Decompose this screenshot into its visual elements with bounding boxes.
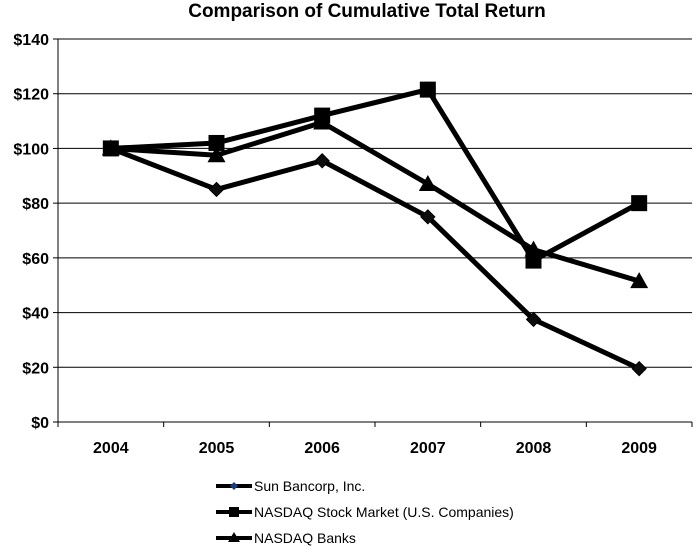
data-point-triangle xyxy=(101,139,120,156)
data-point-triangle xyxy=(313,113,332,130)
y-tick-labels: $0 $20 $40 $60 $80 $100 $120 $140 xyxy=(13,32,49,432)
series-line xyxy=(110,87,641,264)
data-point-diamond xyxy=(208,181,225,198)
x-tick-label: 2006 xyxy=(304,440,340,457)
grid-lines xyxy=(58,38,692,368)
legend-entry: NASDAQ Banks xyxy=(216,530,356,546)
data-point-diamond xyxy=(525,311,542,328)
data-point-square xyxy=(631,195,648,212)
legend-label: Sun Bancorp, Inc. xyxy=(254,478,365,494)
data-point-triangle xyxy=(630,272,649,289)
legend-entry: Sun Bancorp, Inc. xyxy=(216,478,365,494)
y-tick-label: $60 xyxy=(22,251,49,268)
data-point-triangle xyxy=(524,240,543,257)
x-tick-label: 2008 xyxy=(516,440,552,457)
y-tick-label: $100 xyxy=(13,141,49,158)
series-line xyxy=(110,119,640,284)
series-triangle xyxy=(101,113,649,289)
data-point-diamond xyxy=(631,360,647,377)
legend-marker xyxy=(230,482,238,490)
y-tick-label: $40 xyxy=(22,306,49,323)
x-tick-label: 2007 xyxy=(410,440,446,457)
legend: Sun Bancorp, Inc. NASDAQ Stock Market (U.… xyxy=(216,478,514,546)
y-tick-label: $140 xyxy=(13,32,49,49)
data-point-square xyxy=(419,81,436,98)
data-series xyxy=(101,81,649,377)
data-point-square xyxy=(208,134,225,151)
y-tick-label: $20 xyxy=(22,360,49,377)
data-point-diamond xyxy=(420,209,436,225)
legend-marker xyxy=(229,507,239,517)
legend-label: NASDAQ Banks xyxy=(254,530,356,546)
data-point-triangle xyxy=(418,174,437,191)
x-tick-label: 2004 xyxy=(93,440,129,457)
x-tick-label: 2005 xyxy=(199,440,235,457)
legend-marker xyxy=(228,532,240,542)
y-tick-label: $0 xyxy=(31,415,49,432)
legend-label: NASDAQ Stock Market (U.S. Companies) xyxy=(254,504,514,520)
data-point-triangle xyxy=(207,146,226,163)
axes xyxy=(53,38,693,427)
y-tick-label: $80 xyxy=(22,196,49,213)
series-line xyxy=(109,146,641,371)
x-tick-labels: 2004 2005 2006 2007 2008 2009 xyxy=(93,440,657,457)
chart-title: Comparison of Cumulative Total Return xyxy=(188,1,546,22)
data-point-diamond xyxy=(314,153,330,169)
y-tick-label: $120 xyxy=(13,87,49,104)
x-tick-label: 2009 xyxy=(621,440,657,457)
legend-entry: NASDAQ Stock Market (U.S. Companies) xyxy=(216,504,514,520)
